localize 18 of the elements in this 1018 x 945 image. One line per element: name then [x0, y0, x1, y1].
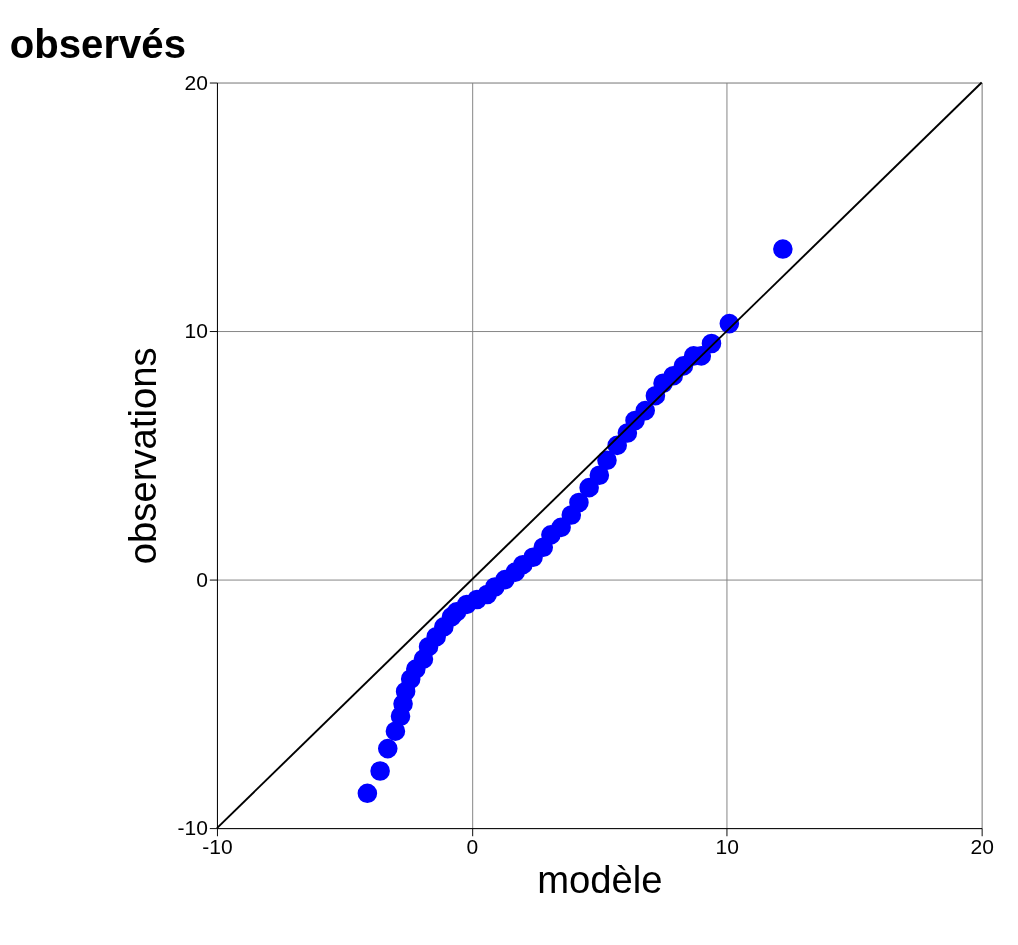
point — [551, 517, 571, 538]
point — [597, 450, 617, 471]
x-axis-title: modèle — [537, 857, 663, 901]
y-tick-label: 0 — [196, 567, 208, 591]
y-tick-label: 10 — [184, 319, 208, 343]
point — [569, 492, 589, 513]
chart-title: observés — [9, 21, 186, 67]
y-tick-label: 20 — [184, 70, 208, 94]
x-tick-label: 0 — [466, 835, 479, 859]
x-tick-label: 10 — [715, 835, 739, 859]
point — [579, 477, 599, 498]
point — [357, 783, 378, 804]
x-tick-label: 20 — [970, 835, 994, 859]
point — [370, 761, 390, 781]
point — [773, 239, 793, 259]
point — [377, 738, 398, 759]
y-axis-title: observations — [120, 347, 164, 565]
point — [589, 465, 610, 485]
